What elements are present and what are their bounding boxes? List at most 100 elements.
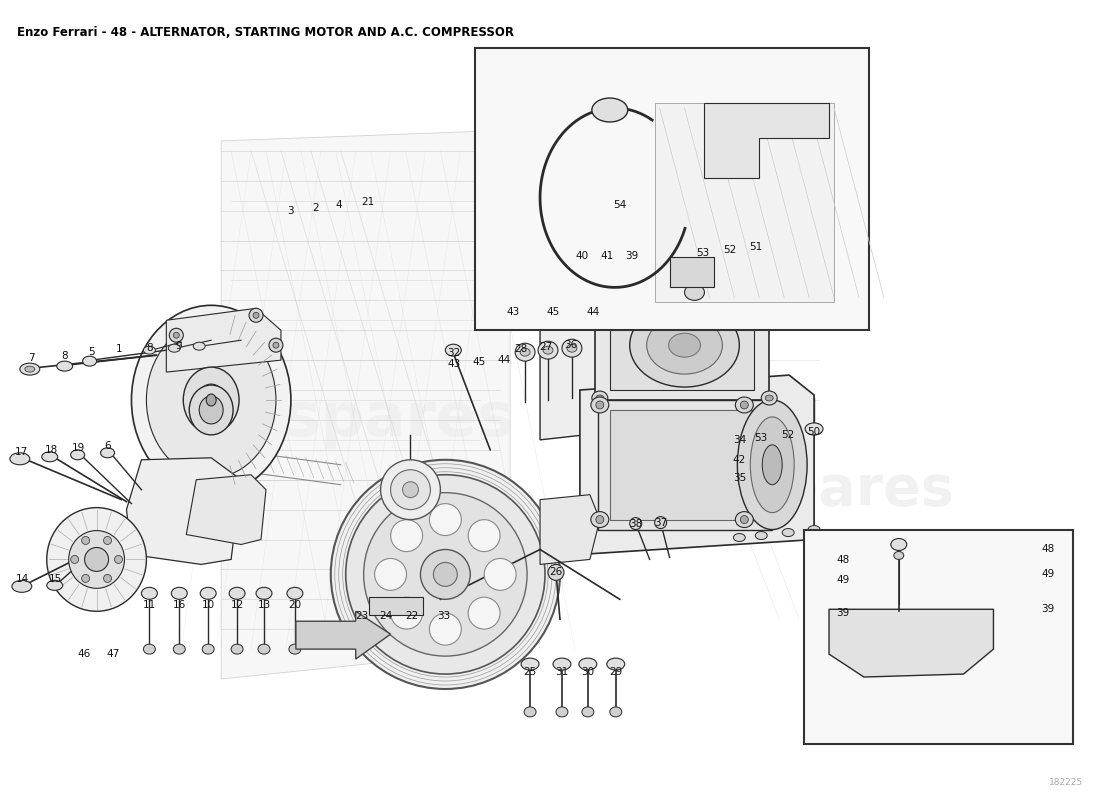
Text: 18: 18 (45, 445, 58, 455)
Text: 36: 36 (564, 340, 578, 350)
Ellipse shape (258, 644, 270, 654)
Ellipse shape (521, 658, 539, 670)
Text: 8: 8 (62, 351, 68, 361)
Text: 15: 15 (50, 574, 63, 584)
Text: 49: 49 (836, 575, 849, 586)
Ellipse shape (331, 460, 560, 689)
Text: 9: 9 (175, 341, 182, 351)
Ellipse shape (562, 339, 582, 357)
Ellipse shape (806, 425, 822, 435)
Ellipse shape (748, 243, 764, 254)
Ellipse shape (891, 538, 906, 550)
Text: 28: 28 (515, 344, 528, 354)
Bar (609, 300, 755, 390)
Ellipse shape (68, 530, 124, 588)
Text: 29: 29 (609, 667, 623, 677)
Ellipse shape (103, 537, 111, 545)
Text: 25: 25 (524, 667, 537, 677)
Polygon shape (126, 458, 241, 565)
Ellipse shape (694, 249, 711, 258)
Text: 53: 53 (755, 433, 768, 443)
Ellipse shape (582, 707, 594, 717)
Ellipse shape (172, 587, 187, 599)
Text: 19: 19 (72, 443, 86, 453)
Ellipse shape (740, 401, 748, 409)
Ellipse shape (734, 534, 746, 542)
Ellipse shape (12, 580, 32, 592)
Text: 2: 2 (312, 202, 319, 213)
Ellipse shape (420, 550, 471, 599)
Polygon shape (221, 131, 510, 679)
Ellipse shape (596, 294, 604, 299)
Ellipse shape (894, 551, 904, 559)
Ellipse shape (596, 395, 604, 401)
Ellipse shape (143, 644, 155, 654)
Text: 8: 8 (146, 343, 153, 353)
Polygon shape (296, 611, 390, 659)
Ellipse shape (761, 290, 778, 303)
Ellipse shape (766, 294, 773, 299)
Text: 45: 45 (547, 307, 560, 318)
Ellipse shape (736, 397, 754, 413)
Ellipse shape (253, 312, 258, 318)
Ellipse shape (782, 529, 794, 537)
Text: 43: 43 (506, 307, 520, 318)
Ellipse shape (206, 394, 217, 406)
Text: 49: 49 (1042, 570, 1055, 579)
Ellipse shape (82, 356, 97, 366)
Text: 41: 41 (601, 250, 614, 261)
Polygon shape (166, 308, 280, 372)
Text: 33: 33 (437, 611, 450, 622)
Ellipse shape (390, 520, 422, 551)
Ellipse shape (740, 515, 748, 523)
Ellipse shape (548, 565, 564, 580)
Bar (609, 410, 759, 519)
Ellipse shape (70, 555, 78, 563)
Ellipse shape (132, 306, 290, 494)
Ellipse shape (736, 512, 754, 527)
Ellipse shape (114, 555, 122, 563)
Ellipse shape (722, 246, 737, 257)
Ellipse shape (647, 316, 723, 374)
Ellipse shape (85, 547, 109, 571)
Text: 50: 50 (807, 427, 821, 437)
Ellipse shape (10, 453, 30, 465)
Text: 42: 42 (733, 454, 746, 465)
Text: 51: 51 (750, 242, 763, 251)
Ellipse shape (142, 587, 157, 599)
Ellipse shape (592, 290, 608, 303)
Ellipse shape (592, 98, 628, 122)
Text: 7: 7 (29, 353, 35, 363)
Text: 46: 46 (77, 649, 90, 659)
Text: 182225: 182225 (1049, 778, 1084, 786)
Ellipse shape (591, 512, 608, 527)
Ellipse shape (270, 338, 283, 352)
Ellipse shape (42, 452, 57, 462)
Text: 35: 35 (733, 473, 746, 482)
Polygon shape (580, 375, 814, 554)
Ellipse shape (684, 285, 704, 300)
Ellipse shape (143, 346, 155, 354)
Ellipse shape (47, 580, 63, 590)
Bar (654, 103, 834, 302)
Text: 37: 37 (654, 518, 668, 527)
Ellipse shape (566, 344, 576, 352)
Ellipse shape (543, 346, 553, 354)
Bar (804, 530, 1074, 744)
Text: 16: 16 (173, 600, 186, 610)
Text: 12: 12 (231, 600, 244, 610)
Ellipse shape (57, 361, 73, 371)
Ellipse shape (744, 472, 759, 488)
Text: 39: 39 (625, 250, 638, 261)
Ellipse shape (429, 504, 461, 535)
Ellipse shape (174, 332, 179, 338)
Text: 4: 4 (336, 200, 342, 210)
Ellipse shape (146, 322, 276, 478)
Text: 44: 44 (586, 307, 600, 318)
Text: 31: 31 (556, 667, 569, 677)
Ellipse shape (429, 614, 461, 645)
Ellipse shape (200, 587, 217, 599)
Text: 45: 45 (473, 357, 486, 367)
Text: 39: 39 (1042, 604, 1055, 614)
Ellipse shape (591, 397, 608, 413)
